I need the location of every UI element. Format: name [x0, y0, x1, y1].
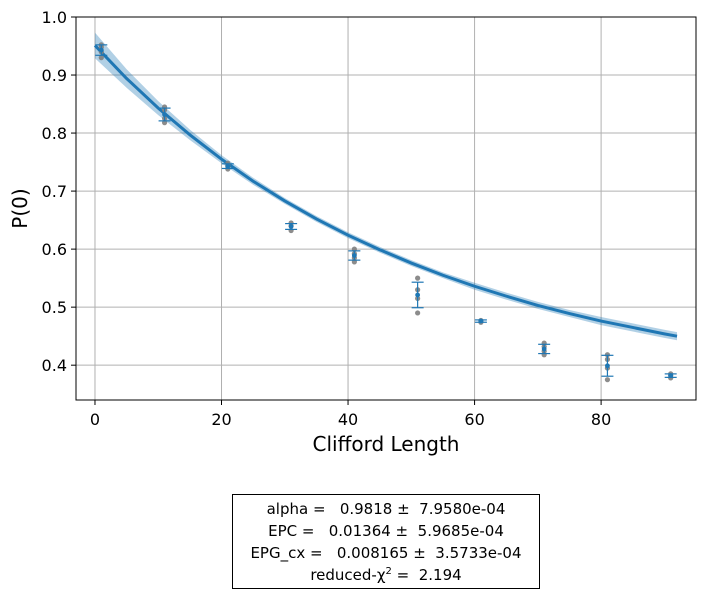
x-tick-label: 20	[211, 410, 231, 429]
plot-frame	[75, 16, 697, 401]
chi2-value: = 2.194	[391, 565, 462, 584]
chi2-superscript: 2	[385, 565, 392, 577]
y-tick-label: 0.5	[42, 298, 67, 317]
raw-point	[415, 310, 421, 316]
mean-point	[474, 318, 487, 324]
mean-marker	[668, 373, 674, 379]
fit-band-area	[94, 32, 678, 341]
y-tick-label: 0.9	[42, 66, 67, 85]
mean-marker	[541, 346, 547, 352]
y-tick-label: 0.8	[42, 124, 67, 143]
mean-point	[158, 107, 171, 122]
mean-marker	[225, 163, 231, 169]
chi2-prefix: reduced-χ	[310, 565, 386, 584]
fit-epg-cx: EPG_cx = 0.008165 ± 3.5733e-04	[250, 543, 522, 562]
fit-alpha: alpha = 0.9818 ± 7.9580e-04	[266, 499, 506, 518]
y-tick-label: 0.4	[42, 356, 67, 375]
fit-epc: EPC = 0.01364 ± 5.9685e-04	[268, 521, 504, 540]
raw-point	[98, 55, 104, 61]
x-tick-label: 80	[591, 410, 611, 429]
rb-chart: 0 20 40 60 80 0.4 0.5 0.6 0.7 0.8 0.9 1.0 Clifford…	[8, 8, 697, 456]
mean-point	[285, 222, 298, 230]
mean-point	[411, 281, 424, 309]
fit-confidence-band	[94, 32, 678, 341]
mean-data-points	[95, 44, 677, 379]
fit-results-box: alpha = 0.9818 ± 7.9580e-04 EPC = 0.0136…	[232, 494, 540, 589]
mean-point	[538, 343, 551, 355]
y-axis-label: P(0)	[8, 188, 32, 228]
mean-marker	[415, 292, 421, 298]
mean-marker	[605, 363, 610, 369]
raw-data-points	[98, 42, 674, 383]
mean-marker	[288, 224, 294, 229]
x-tick-label: 0	[90, 410, 100, 429]
mean-point	[221, 163, 234, 170]
mean-marker	[98, 47, 104, 53]
raw-point	[604, 377, 611, 383]
fit-curve	[93, 44, 678, 338]
mean-point	[348, 250, 361, 261]
mean-marker	[162, 112, 167, 117]
x-tick-label: 40	[338, 410, 358, 429]
raw-point	[415, 275, 421, 281]
y-axis-ticks: 0.4 0.5 0.6 0.7 0.8 0.9 1.0	[42, 8, 76, 375]
y-tick-label: 0.7	[42, 182, 67, 201]
mean-point	[664, 373, 677, 379]
mean-marker	[351, 253, 357, 258]
x-axis-label: Clifford Length	[312, 432, 459, 456]
x-axis-ticks: 0 20 40 60 80	[90, 400, 611, 429]
x-tick-label: 60	[464, 410, 484, 429]
mean-point	[95, 44, 108, 56]
fit-reduced-chi2: reduced-χ2 = 2.194	[310, 564, 461, 586]
y-tick-label: 1.0	[42, 8, 67, 27]
grid-lines	[76, 16, 696, 400]
fit-line	[93, 44, 678, 338]
mean-point	[601, 354, 614, 377]
y-tick-label: 0.6	[42, 240, 67, 259]
mean-marker	[478, 318, 484, 324]
